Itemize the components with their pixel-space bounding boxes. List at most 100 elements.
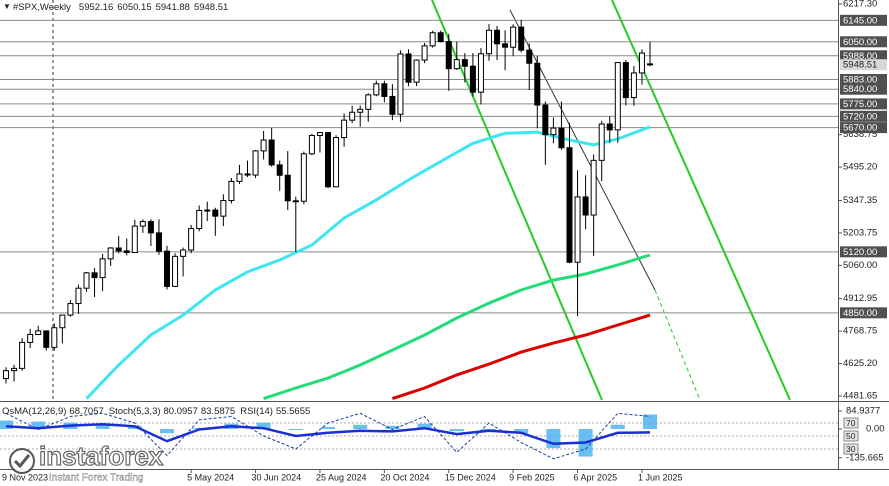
candle-body — [365, 94, 372, 110]
candle-body — [381, 83, 388, 97]
logo-mark — [13, 454, 31, 469]
candle-body — [276, 164, 283, 176]
indicator-value: 83.5875 — [201, 406, 235, 417]
candle-body — [155, 232, 162, 252]
x-tick-label: 9 Nov 2023 — [2, 472, 48, 482]
close: 5948.51 — [194, 2, 228, 13]
last-price-label: 5948.51 — [843, 60, 877, 71]
menu-arrow[interactable]: ▼ — [3, 2, 11, 11]
level-label: 6145.00 — [843, 15, 877, 26]
x-tick-label: 20 Oct 2024 — [380, 472, 429, 482]
osma-tick-label: -135.665 — [846, 452, 884, 463]
candle-body — [59, 314, 66, 329]
candle-body — [622, 62, 629, 99]
candle-body — [131, 225, 138, 254]
candle-body — [204, 209, 211, 212]
candle-body — [518, 26, 525, 51]
candle-body — [139, 221, 146, 227]
level-label: 4850.00 — [843, 308, 877, 319]
candle-body — [19, 341, 26, 369]
y-tick-label: 5347.35 — [843, 195, 877, 206]
candle-body — [284, 174, 291, 202]
level-tick-label: 30 — [846, 444, 856, 454]
candle-body — [373, 83, 380, 96]
candle-body — [268, 139, 275, 166]
level-tick-label: 50 — [846, 431, 856, 441]
moving-average — [391, 313, 651, 400]
candle-body — [292, 200, 299, 203]
osma-bar — [160, 429, 174, 434]
candle-body — [574, 196, 581, 263]
candle-body — [115, 247, 122, 252]
candle-body — [526, 49, 533, 64]
last-price-box — [840, 59, 887, 71]
x-tick-label: 6 Apr 2025 — [574, 472, 618, 482]
candle-body — [107, 247, 114, 260]
level-label: 5775.00 — [843, 99, 877, 110]
level-tick-box — [843, 443, 859, 455]
candle-body — [91, 272, 98, 279]
indicator-value: 80.0957 — [164, 406, 198, 417]
candle-body — [542, 104, 549, 136]
candle-body — [421, 45, 428, 61]
moving-average — [263, 253, 651, 400]
x-tick-label: 15 Dec 2024 — [445, 472, 496, 482]
logo-icon — [9, 448, 35, 474]
osma-bar — [449, 429, 464, 432]
watermark: instaforex Instant Forex Trading — [9, 440, 164, 484]
level-box — [840, 110, 887, 122]
x-tick-label: 1 Jun 2025 — [638, 472, 683, 482]
y-tick-label: 4912.95 — [843, 293, 877, 304]
level-box — [840, 14, 887, 26]
candle-body — [43, 330, 50, 348]
y-tick-label: 5060.00 — [843, 260, 877, 271]
candle-body — [180, 249, 187, 257]
indicator-value: 68.7057 — [69, 406, 103, 417]
candle-body — [534, 62, 541, 106]
open: 5952.16 — [79, 2, 113, 13]
candle-body — [244, 173, 251, 176]
level-tick-box — [843, 417, 859, 429]
indicator-name: OsMA(12,26,9) — [2, 406, 66, 417]
level-box — [840, 98, 887, 110]
osma-bar — [417, 423, 432, 429]
y-tick-label: 4481.65 — [843, 391, 877, 402]
rsi-line — [5, 423, 651, 446]
osma-bar — [288, 429, 303, 431]
tagline: Instant Forex Trading — [49, 473, 144, 484]
candle-body — [550, 127, 557, 136]
candle-body — [614, 62, 621, 131]
candle-body — [510, 26, 517, 48]
candle-body — [397, 53, 404, 115]
candle-body — [647, 63, 653, 66]
osma-tick-label: 84.9377 — [846, 406, 880, 417]
indicator-name: Stoch(5,3,3) — [109, 406, 161, 417]
candle-body — [147, 221, 154, 234]
x-tick-label: 25 Aug 2024 — [316, 472, 367, 482]
candle-body — [590, 159, 597, 216]
candle-body — [123, 250, 130, 254]
candle-body — [99, 258, 106, 279]
candle-body — [638, 52, 645, 74]
osma-bar — [95, 423, 110, 429]
osma-bar — [546, 429, 561, 449]
candle-body — [502, 43, 509, 48]
candle-body — [469, 65, 476, 93]
y-tick-label: 5638.75 — [843, 129, 877, 140]
candle-body — [461, 59, 468, 67]
osma-bar — [321, 426, 335, 429]
indicator-value: 55.5655 — [276, 406, 310, 417]
candle-body — [35, 330, 42, 336]
candle-body — [260, 139, 267, 152]
candle-body — [300, 153, 307, 202]
x-tick-label: 30 Jun 2024 — [252, 472, 302, 482]
indicator-name: RSI(14) — [240, 406, 273, 417]
stoch-line — [5, 412, 651, 460]
candle-body — [630, 72, 637, 99]
level-label: 6050.00 — [843, 37, 877, 48]
osma-bar — [353, 424, 368, 429]
y-tick-label: 6217.30 — [843, 0, 877, 10]
osma-bar — [482, 429, 496, 431]
level-box — [840, 122, 887, 134]
